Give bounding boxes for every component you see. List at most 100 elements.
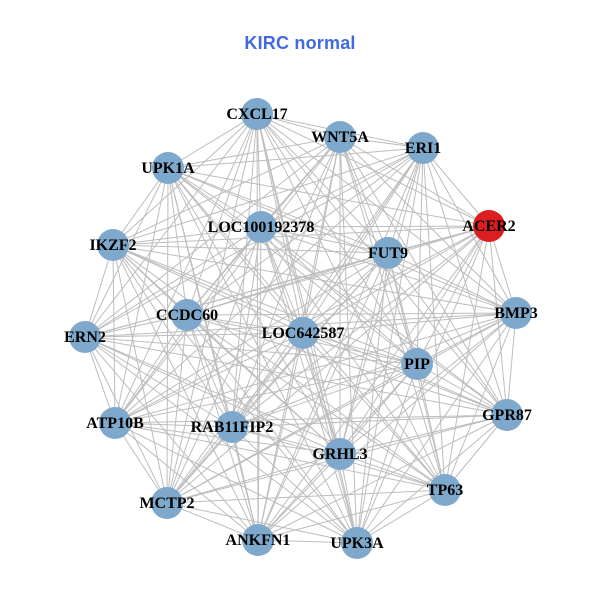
edge [186, 113, 258, 316]
edge [302, 225, 490, 334]
edge [339, 136, 490, 227]
edge [112, 226, 262, 246]
edge [114, 113, 258, 424]
edge [422, 147, 517, 314]
edge [84, 336, 233, 428]
edge [356, 252, 389, 544]
edge [167, 167, 259, 541]
edge [422, 147, 490, 227]
edge [114, 422, 233, 428]
edge [339, 225, 490, 455]
edge [114, 312, 517, 424]
edge [84, 336, 418, 365]
edge [167, 167, 262, 228]
edge [166, 314, 188, 504]
edge [387, 252, 508, 416]
edge [166, 502, 358, 544]
edge [186, 314, 508, 416]
edge [260, 226, 304, 334]
edge [166, 312, 517, 504]
edge [260, 226, 389, 254]
node-ANKFN1 [242, 524, 274, 556]
edge [112, 244, 168, 504]
edge [356, 414, 508, 544]
edge [231, 312, 517, 428]
edge [231, 363, 418, 428]
node-label-UPK3A: UPK3A [330, 535, 384, 552]
edge [339, 147, 424, 455]
edge [186, 226, 262, 316]
edge [84, 332, 304, 338]
edge [114, 363, 418, 424]
edge [256, 113, 341, 455]
node-ERN2 [69, 321, 101, 353]
edge [302, 332, 358, 544]
node-label-MCTP2: MCTP2 [139, 495, 194, 512]
edge [256, 113, 418, 365]
node-TP63 [429, 474, 461, 506]
node-label-BMP3: BMP3 [494, 305, 538, 322]
edge [387, 252, 517, 314]
edge [114, 136, 341, 424]
edge [257, 414, 508, 541]
edge [260, 226, 508, 416]
edge [416, 363, 508, 416]
edge [506, 312, 517, 416]
edge [167, 167, 341, 455]
edge [167, 167, 418, 365]
node-label-IKZF2: IKZF2 [89, 237, 136, 254]
plot-title: KIRC normal [244, 33, 356, 53]
node-label-ANKFN1: ANKFN1 [226, 532, 291, 549]
edge [167, 136, 341, 169]
edge [302, 332, 341, 455]
node-UPK3A [341, 527, 373, 559]
edge [339, 136, 508, 416]
node-label-FUT9: FUT9 [368, 245, 408, 262]
edge [339, 453, 446, 491]
node-label-GPR87: GPR87 [482, 407, 532, 424]
edge [231, 147, 424, 428]
node-label-ACER2: ACER2 [462, 218, 515, 235]
node-label-ERN2: ERN2 [64, 329, 106, 346]
edge [416, 225, 490, 365]
edge [114, 414, 508, 424]
edge [231, 113, 258, 428]
edge [167, 147, 424, 169]
node-CCDC60 [171, 299, 203, 331]
node-RAB11FIP2 [216, 411, 248, 443]
node-MCTP2 [151, 487, 183, 519]
edge [167, 113, 258, 169]
edge [84, 336, 341, 455]
node-ACER2 [473, 210, 505, 242]
edge [114, 332, 304, 424]
edge [257, 489, 446, 541]
nodes-layer [69, 98, 532, 559]
edge [166, 453, 341, 504]
node-FUT9 [372, 237, 404, 269]
node-label-TP63: TP63 [427, 482, 463, 499]
edge [356, 147, 424, 544]
edge [166, 426, 233, 504]
node-IKZF2 [97, 229, 129, 261]
edge [167, 167, 517, 314]
edge [356, 363, 418, 544]
edge [339, 136, 389, 254]
edge [186, 312, 517, 316]
node-GRHL3 [324, 438, 356, 470]
node-label-LOC642587: LOC642587 [262, 325, 345, 342]
node-PIP [401, 348, 433, 380]
edge [166, 113, 258, 504]
node-BMP3 [500, 297, 532, 329]
edge [257, 147, 424, 541]
edge [302, 147, 424, 334]
edge [256, 113, 262, 228]
node-label-LOC100192378: LOC100192378 [208, 219, 315, 236]
node-label-UPK1A: UPK1A [141, 160, 195, 177]
node-label-ATP10B: ATP10B [86, 415, 144, 432]
edge [186, 314, 233, 428]
node-label-RAB11FIP2: RAB11FIP2 [191, 419, 274, 436]
edge [114, 167, 169, 424]
node-label-ERI1: ERI1 [405, 140, 441, 157]
